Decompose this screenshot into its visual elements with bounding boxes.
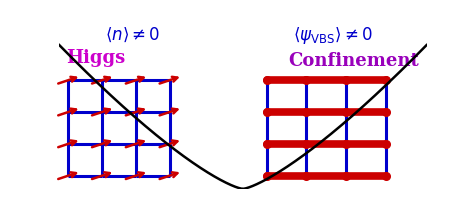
Text: Higgs: Higgs — [66, 49, 126, 67]
Text: $\langle \psi_{\rm VBS} \rangle \neq 0$: $\langle \psi_{\rm VBS} \rangle \neq 0$ — [293, 25, 373, 46]
Text: $\langle n \rangle \neq 0$: $\langle n \rangle \neq 0$ — [105, 26, 160, 44]
Text: Confinement: Confinement — [288, 52, 419, 70]
